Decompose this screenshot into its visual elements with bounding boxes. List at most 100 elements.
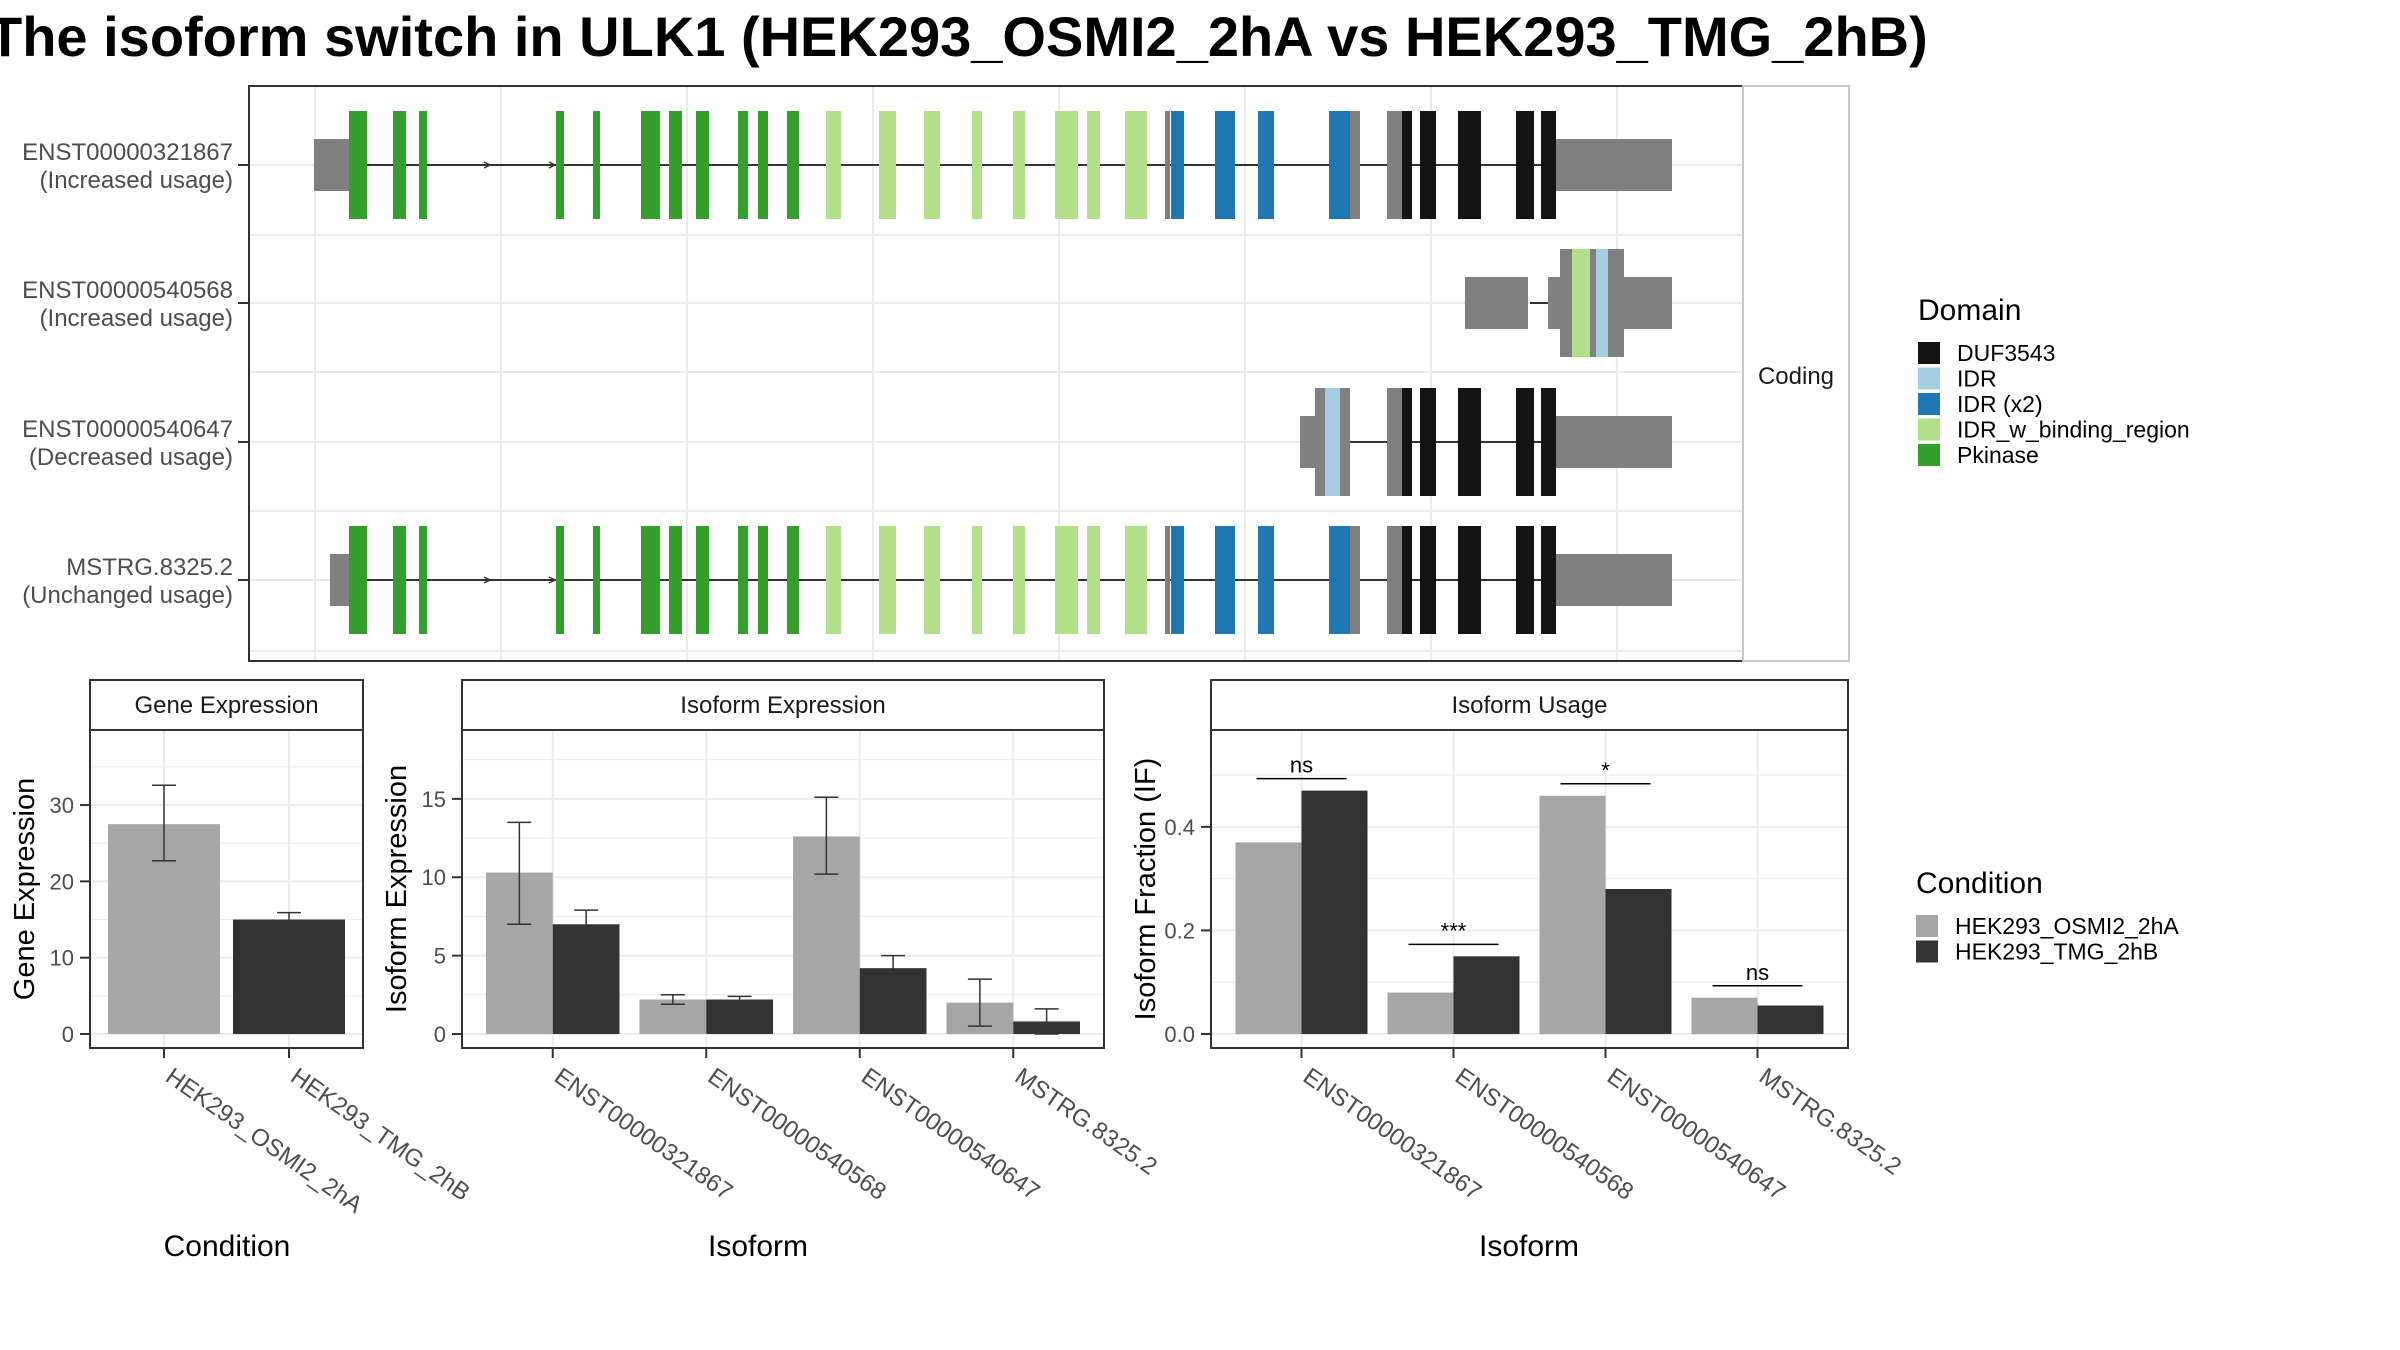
transcript-1 xyxy=(314,111,1672,219)
condition-legend-key xyxy=(1916,915,1938,937)
bar-MSTRG.8325.2-1 xyxy=(1691,997,1758,1034)
exon xyxy=(1458,526,1481,634)
strand-arrow xyxy=(548,161,557,169)
bar-ENST00000321867-1 xyxy=(1235,842,1302,1034)
figure-title: The isoform switch in ULK1 (HEK293_OSMI2… xyxy=(0,5,1928,68)
y-tick-label: 0.4 xyxy=(1164,815,1195,840)
bar-ENST00000540568-1 xyxy=(639,999,707,1034)
exon xyxy=(1387,111,1402,219)
exon xyxy=(1402,111,1412,219)
domain-legend-title: Domain xyxy=(1918,294,2021,327)
exon xyxy=(758,111,768,219)
exon xyxy=(1541,526,1556,634)
exon xyxy=(1387,388,1402,496)
isoform-label: ENST00000540647 xyxy=(22,416,233,443)
exon xyxy=(696,111,709,219)
x-tick-label: HEK293_OSMI2_2hA xyxy=(161,1063,368,1219)
exon xyxy=(758,526,768,634)
exon xyxy=(1402,526,1412,634)
domain-legend-key xyxy=(1918,367,1940,390)
exon xyxy=(1516,111,1534,219)
x-tick-label: MSTRG.8325.2 xyxy=(1010,1063,1162,1181)
exon xyxy=(1315,388,1325,496)
transcript-2 xyxy=(1465,249,1672,357)
panel-strip xyxy=(461,679,1105,731)
isoform-label: MSTRG.8325.2 xyxy=(66,554,233,581)
domain-legend-label: IDR_w_binding_region xyxy=(1957,417,2190,443)
utr-block xyxy=(1548,416,1672,468)
isoform-label: ENST00000321867 xyxy=(22,139,233,166)
facet-strip-label: Coding xyxy=(1758,363,1834,390)
exon xyxy=(1420,111,1436,219)
y-tick-label: 10 xyxy=(50,946,74,971)
exon xyxy=(1215,526,1235,634)
bar-ENST00000321867-2 xyxy=(1301,790,1368,1034)
utr-block xyxy=(1548,554,1672,606)
exon xyxy=(669,111,682,219)
exon xyxy=(1350,111,1360,219)
bar-ENST00000540568-2 xyxy=(1453,956,1520,1034)
domain-legend-key xyxy=(1918,342,1940,364)
exon xyxy=(738,111,748,219)
condition-legend-title: Condition xyxy=(1916,867,2043,900)
exon xyxy=(593,111,600,219)
x-axis-label: Isoform xyxy=(1479,1230,1579,1263)
bar-ENST00000540647-2 xyxy=(1605,889,1672,1034)
exon xyxy=(1055,111,1078,219)
bar-ENST00000540568-1 xyxy=(1387,992,1454,1034)
exon xyxy=(1420,526,1436,634)
exon xyxy=(349,526,367,634)
exon xyxy=(1258,526,1274,634)
significance-label: ns xyxy=(1746,960,1769,985)
strand-arrow xyxy=(483,576,492,584)
strand-arrow xyxy=(483,161,492,169)
exon xyxy=(1590,249,1596,357)
utr-block xyxy=(1300,416,1315,468)
exon xyxy=(1215,111,1235,219)
isoform-label: ENST00000540568 xyxy=(22,277,233,304)
y-tick-label: 0.0 xyxy=(1164,1022,1195,1047)
x-axis-label: Isoform xyxy=(708,1230,808,1263)
exon xyxy=(787,111,799,219)
bar-ENST00000540568-2 xyxy=(706,999,773,1034)
exon xyxy=(924,526,940,634)
exon xyxy=(1325,388,1340,496)
domain-legend-label: Pkinase xyxy=(1957,442,2039,468)
exon xyxy=(1350,526,1360,634)
exon xyxy=(556,111,564,219)
y-axis-label: Isoform Expression xyxy=(381,765,413,1013)
exon xyxy=(393,526,406,634)
y-tick-label: 30 xyxy=(50,793,74,818)
exon xyxy=(1596,249,1608,357)
exon xyxy=(738,526,748,634)
exon xyxy=(1013,111,1025,219)
exon xyxy=(787,526,799,634)
x-tick-label: MSTRG.8325.2 xyxy=(1754,1063,1906,1181)
facet-strip xyxy=(1742,85,1850,662)
domain-legend-label: IDR (x2) xyxy=(1957,391,2043,417)
bar-ENST00000540647-1 xyxy=(1539,795,1606,1034)
exon xyxy=(669,526,682,634)
exon xyxy=(1171,526,1184,634)
y-tick-label: 20 xyxy=(50,869,74,894)
transcript-3 xyxy=(1300,388,1672,496)
exon xyxy=(1329,111,1350,219)
significance-label: *** xyxy=(1441,918,1467,943)
exon xyxy=(1258,111,1274,219)
bar-HEK293_TMG_2hB xyxy=(233,919,345,1034)
bar-MSTRG.8325.2-2 xyxy=(1757,1005,1824,1034)
exon xyxy=(972,526,982,634)
domain-legend-label: IDR xyxy=(1957,366,1997,392)
exon xyxy=(1087,111,1100,219)
exon xyxy=(1013,526,1025,634)
panel-strip xyxy=(89,679,364,731)
bar-ENST00000321867-2 xyxy=(552,924,620,1034)
exon xyxy=(879,111,896,219)
exon xyxy=(924,111,940,219)
exon xyxy=(1420,388,1436,496)
isoform-usage-label: (Unchanged usage) xyxy=(22,582,233,609)
y-axis-label: Isoform Fraction (IF) xyxy=(1130,758,1162,1021)
